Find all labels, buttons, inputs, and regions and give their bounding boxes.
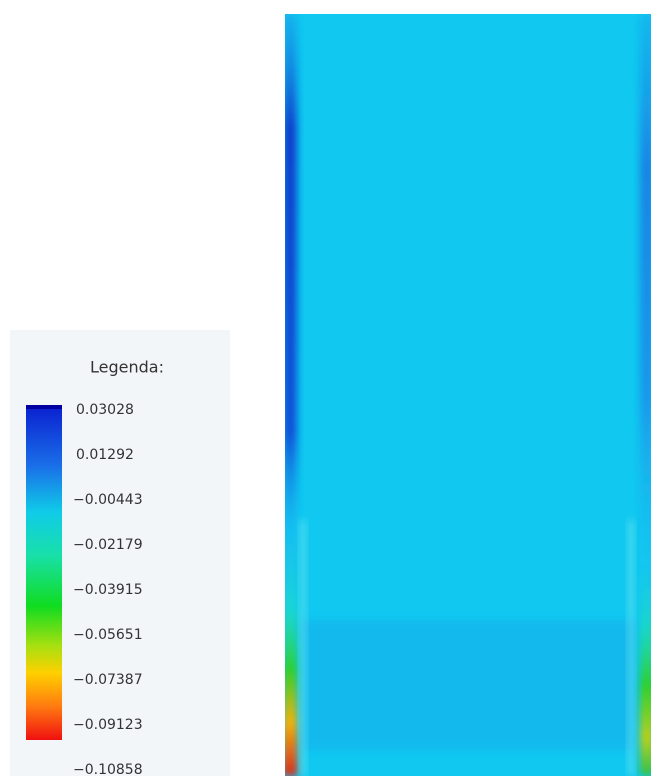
legend-label: −0.05651: [73, 627, 143, 643]
legend-label: 0.01292: [76, 447, 134, 463]
legend-label: −0.03915: [73, 582, 143, 598]
legend-label: −0.02179: [73, 537, 143, 553]
colorbar: [26, 405, 62, 740]
field-plot: [285, 14, 651, 776]
legend-title: Legenda:: [90, 358, 164, 377]
legend-label: −0.07387: [73, 672, 143, 688]
legend-label: −0.10858: [73, 762, 143, 776]
legend-label: 0.03028: [76, 402, 134, 418]
legend-label: −0.09123: [73, 717, 143, 733]
legend-labels: 0.03028 0.01292 −0.00443 −0.02179 −0.03915 −0…: [73, 402, 143, 776]
colorbar-cap: [26, 405, 62, 409]
legend-label: −0.00443: [73, 492, 143, 508]
